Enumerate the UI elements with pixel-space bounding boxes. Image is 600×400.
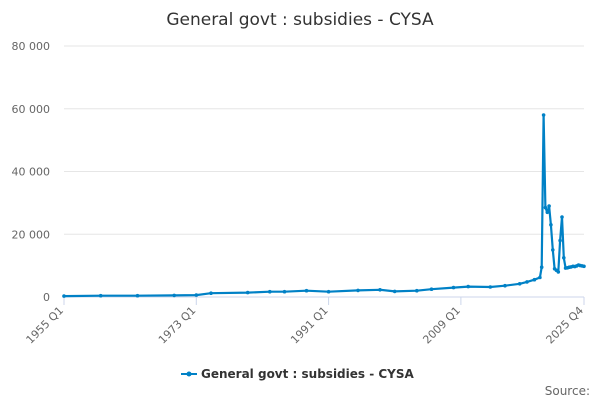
- y-axis: 0 20 000 40 000 60 000 80 000: [12, 40, 51, 304]
- data-point: [562, 255, 566, 260]
- series-layer: [62, 113, 586, 298]
- x-tick-label: 1955 Q1: [24, 304, 67, 347]
- x-tick-label: 1991 Q1: [288, 304, 331, 347]
- x-tick-label: 1973 Q1: [156, 304, 199, 347]
- data-point: [551, 248, 555, 252]
- chart-title: General govt : subsidies - CYSA: [166, 10, 434, 30]
- data-point: [538, 275, 542, 280]
- data-point: [488, 285, 493, 289]
- data-point: [392, 289, 397, 294]
- data-point: [135, 293, 140, 298]
- x-axis: 1955 Q1 1973 Q1 1991 Q1 2009 Q1 2025 Q4: [24, 297, 587, 347]
- data-point: [429, 287, 434, 292]
- data-point: [503, 283, 507, 288]
- data-point: [558, 238, 562, 243]
- data-point: [326, 289, 331, 294]
- x-tick-label: 2009 Q1: [420, 304, 463, 347]
- data-point: [415, 288, 419, 293]
- data-point: [62, 294, 66, 298]
- data-point: [356, 288, 360, 293]
- data-point: [541, 113, 546, 117]
- x-tick-label: 2025 Q4: [544, 304, 587, 347]
- data-point: [282, 289, 287, 294]
- data-point: [525, 280, 529, 284]
- data-point: [543, 205, 548, 210]
- data-point: [547, 204, 551, 208]
- data-point: [378, 288, 382, 292]
- data-point: [304, 288, 309, 293]
- y-tick-label: 60 000: [12, 103, 51, 116]
- series-line: [63, 113, 585, 298]
- data-point: [172, 293, 176, 298]
- data-point: [560, 215, 564, 219]
- source-label: Source:: [545, 384, 590, 398]
- y-tick-label: 0: [43, 291, 50, 304]
- data-point: [245, 290, 250, 295]
- data-point: [532, 277, 537, 282]
- legend-label[interactable]: General govt : subsidies - CYSA: [201, 367, 415, 381]
- data-point: [209, 291, 213, 296]
- legend[interactable]: General govt : subsidies - CYSA: [181, 367, 415, 381]
- y-tick-label: 80 000: [12, 40, 51, 53]
- data-point: [466, 284, 471, 289]
- data-point: [268, 289, 272, 294]
- data-point: [517, 282, 522, 286]
- y-tick-label: 20 000: [12, 228, 51, 241]
- data-point: [539, 265, 544, 270]
- data-point: [451, 285, 456, 290]
- data-point: [545, 210, 550, 215]
- data-point: [556, 270, 561, 274]
- data-point: [549, 223, 553, 227]
- grid-lines: [64, 45, 584, 235]
- data-point: [582, 264, 586, 269]
- legend-marker: [186, 371, 192, 377]
- data-point: [194, 293, 199, 297]
- data-point: [98, 293, 103, 298]
- y-tick-label: 40 000: [12, 166, 51, 179]
